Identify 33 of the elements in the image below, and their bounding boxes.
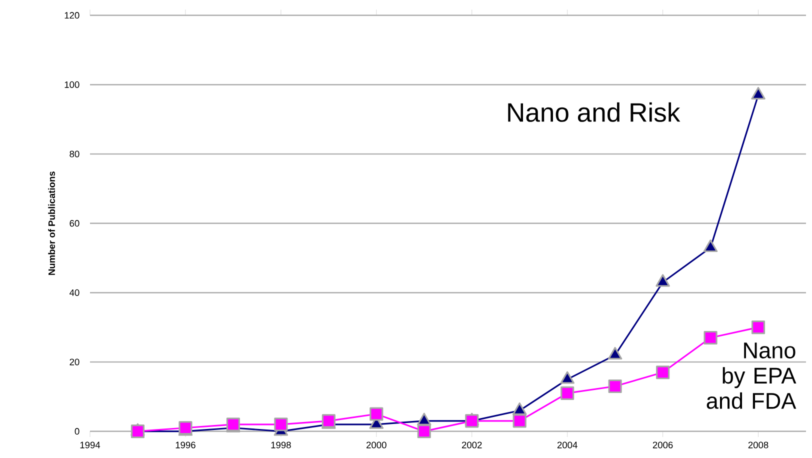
x-tick-label: 2002 xyxy=(462,442,482,448)
point xyxy=(274,418,288,432)
series-label: Nano by EPA and FDA xyxy=(706,342,796,409)
point xyxy=(751,86,766,100)
x-tick-label: 1996 xyxy=(176,442,196,448)
y-tick-label: 60 xyxy=(70,220,80,227)
text: Nano and Risk xyxy=(508,102,680,122)
y-tick-label: 100 xyxy=(64,81,80,88)
point xyxy=(656,366,670,380)
point xyxy=(704,330,718,345)
y-tick-label: 20 xyxy=(70,358,80,366)
y-axis-title: Number of Publications xyxy=(48,172,55,275)
point xyxy=(608,346,622,360)
point xyxy=(370,407,384,421)
x-tick-label: 1998 xyxy=(271,442,291,448)
point xyxy=(656,274,670,287)
point xyxy=(751,320,766,334)
x-tick-label: 2006 xyxy=(652,442,673,448)
y-tick-label: 0 xyxy=(74,428,80,435)
x-tick-label: 2008 xyxy=(748,442,768,448)
point xyxy=(465,414,479,428)
x-tick-label: 1994 xyxy=(80,442,100,448)
point xyxy=(130,424,145,438)
x-tick-label: 2004 xyxy=(557,442,578,448)
point xyxy=(512,414,526,428)
point xyxy=(608,379,622,394)
point xyxy=(417,424,431,438)
point xyxy=(560,386,574,400)
y-tick-label: 120 xyxy=(64,12,80,19)
y-tick-label: 40 xyxy=(70,289,80,296)
y-tick-label: 80 xyxy=(70,150,80,158)
x-tick-label: 2000 xyxy=(366,442,386,448)
point xyxy=(703,239,718,252)
